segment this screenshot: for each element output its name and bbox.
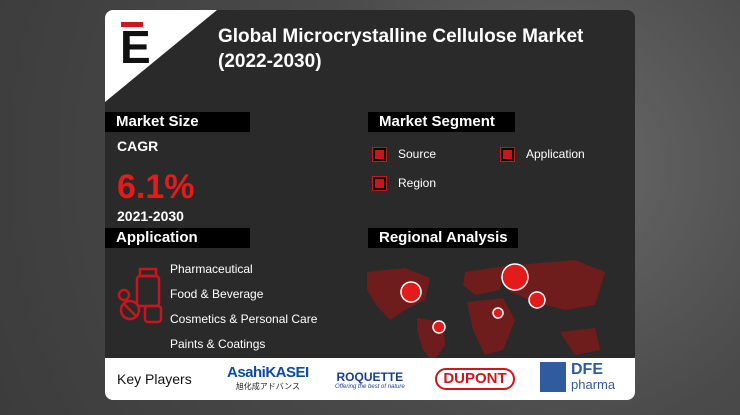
region-markers [400,263,546,334]
segment-item: Application [500,146,585,162]
segment-label: Region [398,176,437,190]
application-item: Food & Beverage [170,287,264,301]
section-heading: Application [105,228,250,248]
metric-value: 6.1% [117,168,195,206]
logo-letter: E [120,21,151,73]
graphics [105,10,605,362]
logo-triangle [105,10,217,102]
logo-sub: 旭化成アドバンス [235,382,300,391]
logo-accent [121,22,143,27]
key-players-heading: Key Players [117,371,192,387]
period: 2021-2030 [117,208,184,224]
segment-item: Region [372,175,437,191]
bullet [372,175,387,191]
logo: DFE pharma [571,361,616,393]
application-item: Paints & Coatings [170,337,266,351]
logo-name: ROQUETTE [336,370,404,384]
logo: AsahiKASEI 旭化成アドバンス [227,364,309,392]
application-item: Pharmaceutical [170,262,253,276]
logo-name: AsahiKASEI [227,364,309,381]
logo-name: DUPONT [435,368,515,390]
segment-label: Source [398,147,437,161]
card: E Global Microcrystalline Cellulose Mark… [105,10,635,400]
application-item: Cosmetics & Personal Care [170,312,318,326]
segment-label: Application [526,147,585,161]
logo-name: DFE [571,361,603,378]
segment-item: Source [372,146,437,162]
key-players-bar: Key Players AsahiKASEI 旭化成アドバンス ROQUETTE… [105,358,635,400]
world-map [367,260,605,362]
section-heading: Regional Analysis [368,228,518,248]
metric: CAGR [117,138,159,154]
logo-sub: Offering the best of nature [335,384,405,390]
bullet [500,146,515,162]
title-line: (2022-2030) [218,51,322,72]
application-icon [117,267,163,324]
logo: ROQUETTE Offering the best of nature [335,370,405,390]
title: Global Microcrystalline Cellulose Market… [218,24,583,74]
section-heading: Market Segment [368,112,515,132]
logo-sub: pharma [571,377,616,392]
section-heading: Market Size [105,112,250,132]
bullet [372,146,387,162]
title-line: Global Microcrystalline Cellulose Market [218,26,584,47]
logo-mark [540,362,566,392]
